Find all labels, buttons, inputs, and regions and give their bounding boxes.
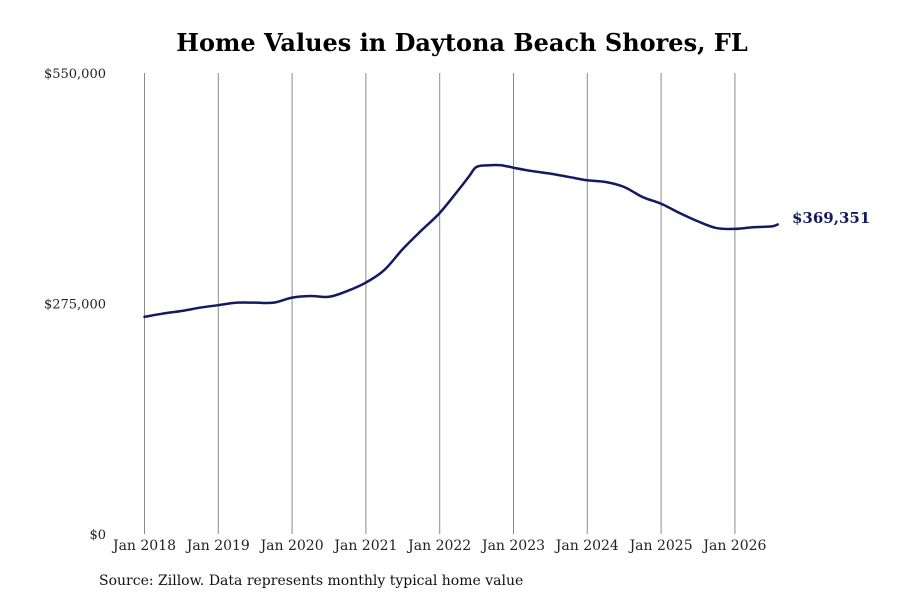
y-tick-label: $550,000 <box>44 67 106 82</box>
y-tick-label: $275,000 <box>44 298 106 313</box>
x-tick-label: Jan 2023 <box>480 538 545 554</box>
x-tick-label: Jan 2018 <box>111 538 176 554</box>
y-axis-tick-labels: $0 $275,000 $550,000 <box>44 67 106 543</box>
x-tick-label: Jan 2022 <box>406 538 471 554</box>
x-tick-label: Jan 2020 <box>259 538 324 554</box>
end-value-label: $369,351 <box>792 209 870 227</box>
chart-title: Home Values in Daytona Beach Shores, FL <box>176 28 748 57</box>
x-axis-tick-labels: Jan 2018 Jan 2019 Jan 2020 Jan 2021 Jan 2022… <box>111 538 767 554</box>
x-tick-label: Jan 2025 <box>628 538 693 554</box>
grid-lines <box>144 73 736 534</box>
home-value-line <box>143 163 779 319</box>
series-group <box>143 163 779 319</box>
x-tick-label: Jan 2026 <box>701 538 766 554</box>
y-tick-label: $0 <box>89 528 106 543</box>
x-tick-label: Jan 2021 <box>332 538 397 554</box>
x-tick-label: Jan 2024 <box>554 538 619 554</box>
x-tick-label: Jan 2019 <box>185 538 250 554</box>
source-note: Source: Zillow. Data represents monthly … <box>99 573 524 589</box>
